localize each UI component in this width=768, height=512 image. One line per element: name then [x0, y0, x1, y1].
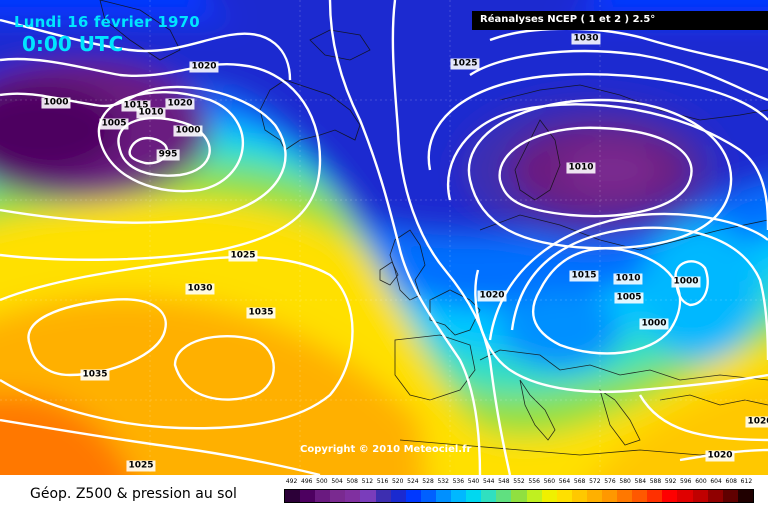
scale-tick-label: 544: [482, 478, 495, 485]
scale-swatch: [345, 490, 361, 502]
color-scale-bar: [284, 489, 754, 503]
scale-tick-label: 552: [513, 478, 525, 485]
isobar-label: 1000: [671, 276, 701, 288]
scale-swatch: [481, 490, 497, 502]
scale-swatch: [360, 490, 376, 502]
legend-title: Géop. Z500 & pression au sol: [30, 486, 237, 502]
isobars: [0, 0, 768, 475]
scale-tick-label: 520: [391, 478, 404, 485]
scale-swatch: [647, 490, 663, 502]
scale-swatch: [435, 490, 452, 502]
scale-tick-label: 596: [680, 478, 692, 485]
scale-tick-label: 532: [437, 478, 449, 485]
isobar-label: 1020: [745, 416, 768, 428]
scale-swatch: [511, 490, 527, 502]
scale-swatch: [496, 490, 512, 502]
scale-tick-label: 516: [376, 478, 389, 485]
scale-swatch: [586, 490, 602, 502]
scale-tick-label: 492: [285, 478, 298, 485]
scale-tick-label: 564: [558, 478, 571, 485]
scale-tick-label: 568: [573, 478, 586, 485]
scale-tick-label: 536: [452, 478, 465, 485]
isobar-label: 1020: [165, 98, 195, 110]
isobar-label: 1005: [99, 118, 129, 130]
isobar-label: 1000: [173, 125, 203, 137]
scale-swatch: [601, 490, 618, 502]
isobar-label: 1010: [566, 162, 596, 174]
scale-swatch: [466, 490, 482, 502]
date-label: Lundi 16 février 1970: [14, 13, 200, 31]
scale-swatch: [375, 490, 391, 502]
scale-tick-label: 592: [664, 478, 677, 485]
scale-tick-label: 496: [301, 478, 313, 485]
scale-tick-label: 580: [619, 478, 631, 485]
isobar-label: 1000: [41, 97, 71, 109]
scale-tick-label: 512: [361, 478, 374, 485]
scale-tick-label: 560: [543, 478, 556, 485]
scale-tick-label: 608: [725, 478, 737, 485]
scale-tick-label: 600: [695, 478, 707, 485]
legend-footer: Géop. Z500 & pression au sol 492 496 500 50…: [0, 475, 768, 512]
isobar-label: 1000: [639, 318, 669, 330]
isobar-label: 1025: [450, 58, 480, 70]
scale-tick-label: 604: [710, 478, 722, 485]
isobar-label: 995: [156, 149, 180, 161]
scale-swatch: [617, 490, 633, 502]
scale-tick-label: 500: [316, 478, 328, 485]
scale-swatch: [677, 490, 693, 502]
scale-tick-label: 556: [528, 478, 540, 485]
scale-swatch: [541, 490, 557, 502]
scale-tick-label: 548: [498, 478, 510, 485]
time-label: 0:00 UTC: [22, 32, 124, 56]
isobar-label: 1020: [189, 61, 219, 73]
isobar-label: 1030: [185, 283, 215, 295]
isobar-label: 1015: [569, 270, 599, 282]
isobar-label: 1025: [126, 460, 156, 472]
scale-swatch: [285, 490, 301, 502]
isobar-label: 1010: [613, 273, 643, 285]
isobar-label: 1015: [121, 100, 151, 112]
scale-tick-label: 504: [331, 478, 343, 485]
scale-tick-label: 612: [740, 478, 753, 485]
isobar-label: 1035: [246, 307, 276, 319]
source-banner: Réanalyses NCEP ( 1 et 2 ) 2.5°: [472, 11, 768, 30]
isobar-label: 1035: [80, 369, 110, 381]
scale-swatch: [405, 490, 421, 502]
scale-swatch: [707, 490, 723, 502]
isobar-label: 1020: [477, 290, 507, 302]
geopotential-shading: [0, 0, 768, 475]
scale-swatch: [300, 490, 316, 502]
scale-swatch: [662, 490, 678, 502]
scale-swatch: [692, 490, 708, 502]
color-scale-labels: 492 496 500 504 508 512 516 520 524 528 532 536 540 5…: [284, 478, 754, 488]
scale-tick-label: 572: [589, 478, 601, 485]
isobar-label: 1030: [571, 33, 601, 45]
copyright-text: Copyright © 2010 Meteociel.fr: [300, 444, 472, 455]
scale-tick-label: 540: [467, 478, 480, 485]
isobar-label: 1010: [136, 107, 166, 119]
scale-swatch: [451, 490, 467, 502]
scale-swatch: [390, 490, 406, 502]
scale-swatch: [526, 490, 542, 502]
scale-tick-label: 576: [604, 478, 616, 485]
scale-tick-label: 508: [346, 478, 358, 485]
scale-tick-label: 588: [649, 478, 662, 485]
scale-swatch: [722, 490, 738, 502]
scale-swatch: [571, 490, 587, 502]
scale-swatch: [556, 490, 572, 502]
scale-swatch: [420, 490, 436, 502]
scale-swatch: [632, 490, 648, 502]
scale-tick-label: 524: [407, 478, 419, 485]
weather-map: [0, 0, 768, 475]
scale-swatch: [315, 490, 331, 502]
scale-swatch: [330, 490, 346, 502]
scale-tick-label: 584: [634, 478, 647, 485]
scale-swatch: [737, 490, 753, 502]
scale-tick-label: 528: [422, 478, 434, 485]
isobar-label: 1020: [705, 450, 735, 462]
isobar-label: 1005: [614, 292, 644, 304]
isobar-label: 1025: [228, 250, 258, 262]
